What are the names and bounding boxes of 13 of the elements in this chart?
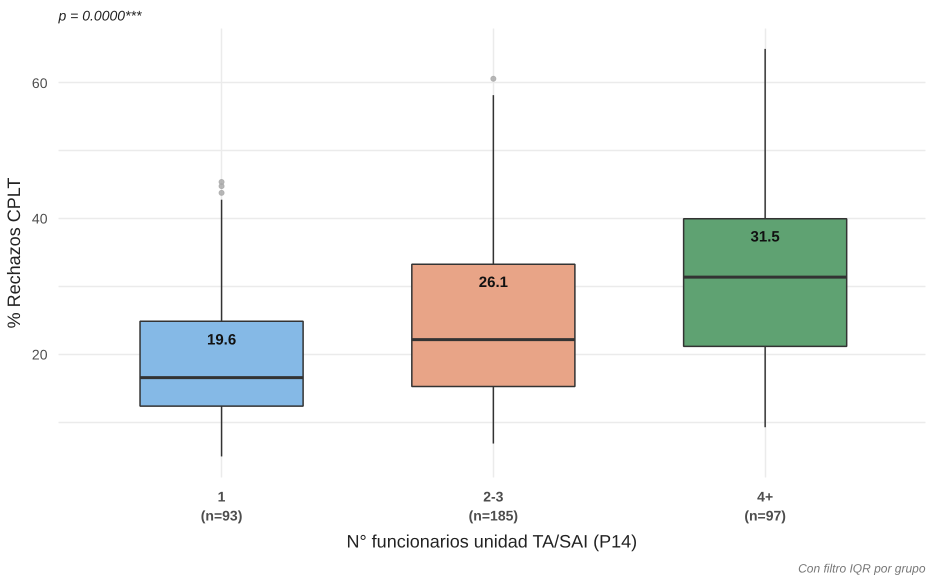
x-tick-label: 1 (n=93)	[200, 488, 242, 524]
annotation: 31.5	[750, 228, 780, 246]
y-tick-label: 40	[32, 210, 48, 227]
y-tick-label: 60	[32, 74, 48, 91]
annotation: 19.6	[206, 331, 236, 348]
y-axis-title: % Rechazos CPLT	[4, 178, 24, 328]
x-tick-label: 2-3 (n=185)	[468, 488, 518, 524]
text: Con filtro IQR por grupo	[798, 562, 926, 576]
x-tick-label: 4+ (n=97)	[744, 488, 786, 524]
chart-title: p = 0.0000***	[58, 8, 142, 24]
x-axis-title: N° funcionarios unidad TA/SAI (P14)	[346, 532, 638, 552]
y-tick-label: 20	[32, 346, 48, 363]
annotation: 26.1	[478, 274, 508, 292]
